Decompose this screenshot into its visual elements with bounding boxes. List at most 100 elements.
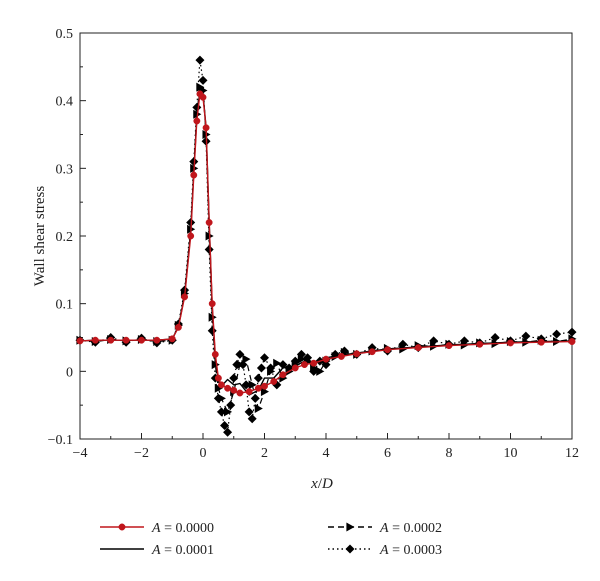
legend-entry: A = 0.0002 [328, 521, 442, 536]
data-point [247, 414, 257, 424]
data-point [208, 300, 216, 308]
plot-area: −4 −2 0 2 4 6 8 10 12 −0.1 0 0.1 0.2 0.3 0.4 0.5 [48, 27, 579, 461]
series-line [79, 89, 573, 396]
data-point [278, 360, 288, 370]
data-point [236, 360, 245, 370]
data-point [220, 420, 230, 430]
data-point [476, 340, 484, 348]
data-point [261, 382, 268, 390]
data-point [168, 335, 176, 343]
data-point [224, 407, 233, 417]
data-point [195, 55, 205, 65]
data-point [138, 336, 145, 344]
data-point [291, 364, 299, 372]
x-tick-label: 6 [384, 446, 391, 461]
x-tick-label: −4 [73, 446, 88, 461]
data-point [260, 353, 269, 363]
data-point [253, 373, 263, 383]
series-line [79, 93, 573, 394]
x-tick-label: 2 [261, 446, 268, 461]
data-point [552, 329, 562, 339]
data-point [187, 232, 195, 240]
data-point [205, 219, 213, 226]
y-tick-label: 0.3 [56, 162, 74, 177]
x-tick-label: 0 [200, 446, 207, 461]
data-point [174, 323, 182, 331]
data-point [490, 333, 500, 342]
x-axis-label: x/D [310, 476, 333, 492]
data-point [537, 338, 545, 346]
data-point [224, 384, 232, 392]
x-tick-label: 4 [323, 446, 330, 461]
legend-entry: A = 0.0003 [328, 543, 442, 558]
data-point [310, 359, 318, 367]
data-point [217, 393, 226, 403]
legend-marker [346, 522, 355, 532]
data-point [190, 171, 198, 179]
data-point [214, 383, 223, 393]
data-point [107, 336, 115, 344]
data-point [260, 387, 269, 397]
x-tick-label: 12 [565, 446, 579, 461]
data-point [507, 339, 514, 347]
data-point [267, 366, 276, 376]
data-point [316, 366, 325, 376]
data-point [254, 404, 263, 414]
y-tick-label: 0.4 [56, 95, 74, 110]
data-point [207, 326, 217, 336]
data-point [122, 336, 130, 344]
data-point [229, 373, 239, 383]
series-2 [79, 89, 573, 396]
legend: A = 0.0000 A = 0.0001 A = 0.0002 A = 0.0003 [100, 521, 442, 558]
data-point [568, 338, 576, 346]
data-point [384, 346, 391, 354]
data-point [235, 349, 245, 359]
legend-label: A = 0.0001 [151, 543, 214, 558]
data-point [245, 388, 253, 396]
series-line [79, 59, 573, 433]
legend-entry: A = 0.0000 [100, 521, 214, 536]
data-point [181, 293, 189, 301]
data-point [301, 361, 308, 369]
y-tick-label: 0 [66, 365, 73, 380]
data-point [244, 407, 254, 417]
data-point [198, 75, 208, 85]
data-point [76, 337, 84, 345]
data-point [214, 374, 222, 382]
legend-marker [345, 544, 355, 554]
y-tick-label: −0.1 [48, 433, 73, 448]
legend-entry: A = 0.0001 [100, 543, 214, 558]
data-point [322, 355, 330, 363]
data-point [353, 350, 361, 358]
data-point [242, 354, 251, 364]
data-point [414, 344, 422, 352]
series-1 [76, 90, 576, 397]
y-tick-label: 0.1 [56, 298, 74, 313]
data-point [248, 380, 257, 390]
x-tick-label: −2 [134, 446, 149, 461]
x-tick-label: 8 [446, 446, 453, 461]
legend-marker [118, 523, 126, 531]
data-point [218, 381, 225, 389]
data-point [153, 336, 161, 344]
data-point [273, 358, 282, 368]
data-point [279, 371, 287, 379]
data-point [193, 117, 201, 125]
data-point [256, 363, 266, 373]
y-tick-label: 0.5 [56, 27, 74, 42]
y-axis-label: Wall shear stress [32, 186, 48, 287]
y-tick-label: 0.2 [56, 230, 74, 245]
data-point [91, 336, 99, 344]
data-point [337, 352, 345, 360]
x-tick-label: 10 [504, 446, 518, 461]
data-point [445, 342, 453, 350]
data-point [241, 380, 251, 390]
data-point [202, 124, 210, 132]
data-point [236, 389, 244, 397]
data-point [216, 407, 226, 417]
data-point [521, 331, 531, 341]
series-4 [75, 55, 577, 437]
legend-label: A = 0.0000 [151, 521, 214, 536]
plot-frame [79, 32, 573, 440]
